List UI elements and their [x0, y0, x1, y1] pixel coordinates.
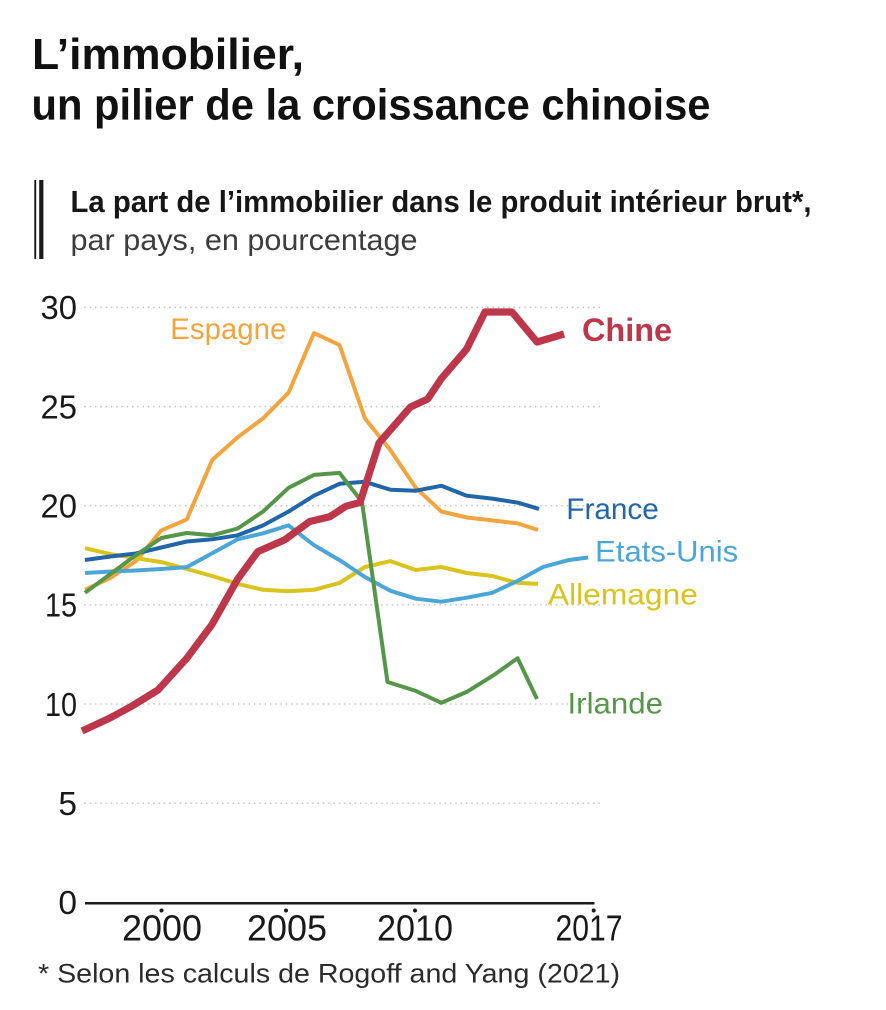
svg-text:un pilier de la croissance chi: un pilier de la croissance chinoise: [32, 81, 711, 130]
svg-text:France: France: [566, 493, 659, 526]
svg-text:2005: 2005: [247, 908, 327, 949]
svg-text:Chine: Chine: [582, 312, 672, 348]
svg-text:Etats-Unis: Etats-Unis: [595, 536, 738, 569]
svg-text:2010: 2010: [377, 908, 453, 949]
svg-text:2000: 2000: [122, 908, 202, 949]
svg-text:10: 10: [45, 687, 77, 724]
svg-text:5: 5: [58, 786, 77, 823]
svg-text:L’immobilier,: L’immobilier,: [32, 30, 304, 79]
svg-text:* Selon les calculs de Rogoff: * Selon les calculs de Rogoff and Yang (…: [38, 959, 620, 989]
svg-text:Irlande: Irlande: [568, 687, 664, 720]
svg-text:2017: 2017: [556, 908, 623, 949]
svg-text:La part de l’immobilier dans l: La part de l’immobilier dans le produit …: [71, 184, 812, 219]
svg-text:0: 0: [58, 885, 77, 922]
svg-text:15: 15: [45, 588, 77, 625]
svg-text:Espagne: Espagne: [170, 313, 286, 346]
svg-text:25: 25: [41, 389, 78, 426]
svg-text:20: 20: [41, 489, 78, 526]
svg-text:par pays, en pourcentage: par pays, en pourcentage: [71, 224, 418, 257]
svg-text:Allemagne: Allemagne: [548, 578, 698, 611]
svg-text:30: 30: [41, 290, 78, 327]
